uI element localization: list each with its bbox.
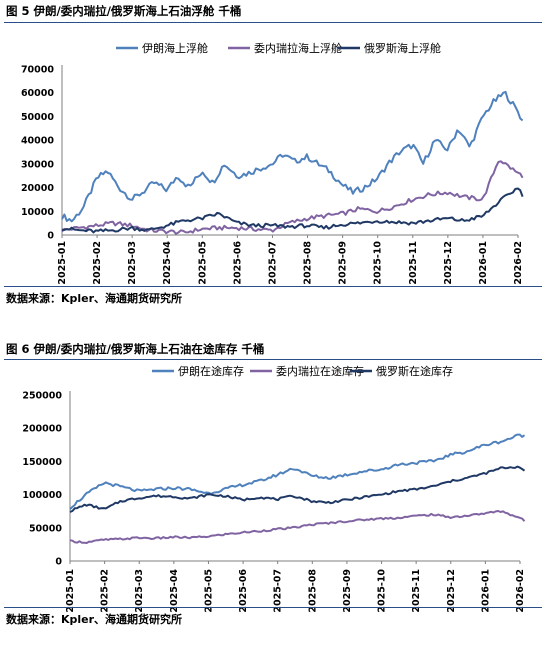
y-tick-label: 50000 [21,112,54,123]
x-tick-label: 2025-11 [411,569,422,613]
x-tick-label: 2025-07 [273,569,284,613]
series-line [69,510,526,544]
x-tick-label: 2025-07 [267,241,278,285]
x-tick-label: 2025-10 [377,569,388,613]
y-tick-label: 150000 [22,457,62,468]
legend-label: 俄罗斯在途库存 [376,364,453,378]
y-tick-label: 40000 [21,136,54,147]
figure-6-panel: 图 6 伊朗/委内瑞拉/俄罗斯海上石油在途库存 千桶 0 50000 100000 1… [0,330,550,647]
figure-5-panel: 图 5 伊朗/委内瑞拉/俄罗斯海上石油浮舱 千桶 0 10000 20000 3000… [4,4,542,305]
figure-5-source-rule [4,286,542,287]
figure-6-source-rule [4,607,542,608]
x-tick-label: 2025-05 [203,569,214,613]
y-tick-label: 0 [47,231,54,242]
y-tick-label: 100000 [22,490,62,501]
legend-label: 伊朗海上浮舱 [142,41,208,55]
y-tick-label: 60000 [21,88,54,99]
legend-label: 俄罗斯海上浮舱 [364,41,441,55]
figure-5-chart: 0 10000 20000 30000 40000 50000 60000 70000 2025… [21,41,524,285]
y-tick-label: 50000 [29,523,62,534]
x-tick-label: 2025-09 [338,241,349,285]
figure-5-title-rule [4,22,542,23]
y-tick-label: 0 [55,557,62,568]
figure-5-source: 数据来源：Kpler、海通期货研究所 [6,292,183,305]
series-line [61,160,524,235]
figure-6-title-rule [4,359,542,360]
legend-label: 委内瑞拉在途库存 [276,364,364,378]
y-tick-label: 30000 [21,159,54,170]
x-tick-label: 2025-08 [303,241,314,285]
x-tick-label: 2025-02 [92,241,103,285]
x-tick-label: 2025-10 [373,241,384,285]
x-tick-label: 2026-01 [478,241,489,285]
legend-label: 委内瑞拉海上浮舱 [254,41,342,55]
x-tick-label: 2025-03 [127,241,138,285]
x-tick-label: 2026-02 [513,241,524,285]
y-tick-label: 10000 [21,207,54,218]
x-tick-label: 2025-05 [197,241,208,285]
y-tick-label: 200000 [22,424,62,435]
x-tick-label: 2025-08 [307,569,318,613]
figure-6-chart: 0 50000 100000 150000 200000 250000 2025-01 202… [22,364,526,613]
y-tick-label: 20000 [21,183,54,194]
x-tick-label: 2025-04 [169,569,180,613]
x-tick-label: 2025-09 [342,569,353,613]
series-line [61,187,524,234]
figure-5-title: 图 5 伊朗/委内瑞拉/俄罗斯海上石油浮舱 千桶 [6,4,242,18]
x-tick-label: 2025-01 [65,569,76,613]
x-tick-label: 2025-03 [134,569,145,613]
x-tick-label: 2025-06 [232,241,243,285]
y-tick-label: 250000 [22,391,62,402]
y-tick-label: 70000 [21,65,54,76]
x-tick-label: 2025-12 [443,241,454,285]
x-tick-label: 2026-02 [515,569,526,613]
series-line [69,433,526,510]
x-tick-label: 2025-01 [57,241,68,285]
series-line [61,90,524,223]
x-tick-label: 2025-04 [162,241,173,285]
x-tick-label: 2025-12 [446,569,457,613]
series-line [69,465,526,513]
figure-6-title: 图 6 伊朗/委内瑞拉/俄罗斯海上石油在途库存 千桶 [6,342,265,356]
x-tick-label: 2025-02 [100,569,111,613]
figure-6-source: 数据来源：Kpler、海通期货研究所 [6,613,183,626]
legend-label: 伊朗在途库存 [178,364,244,378]
x-tick-label: 2025-06 [238,569,249,613]
x-tick-label: 2025-11 [408,241,419,285]
x-tick-label: 2026-01 [480,569,491,613]
